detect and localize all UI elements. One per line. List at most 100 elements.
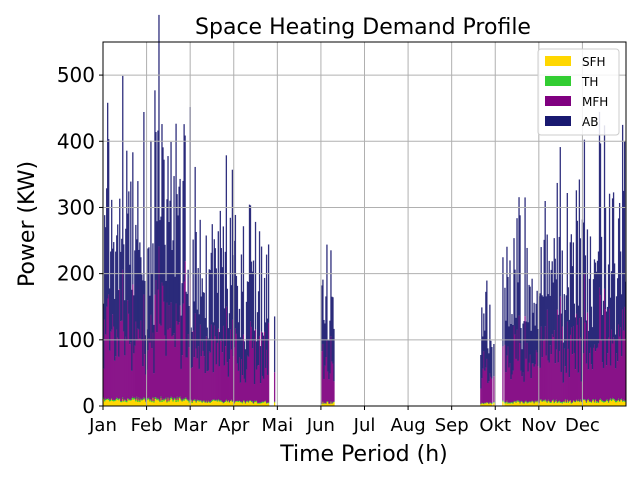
area-segment — [187, 269, 189, 335]
area-segment — [197, 268, 199, 347]
series-mfh-area — [103, 246, 627, 404]
area-segment — [170, 302, 172, 397]
area-segment — [183, 281, 185, 400]
area-segment — [166, 402, 168, 406]
area-segment — [109, 401, 111, 406]
area-segment — [482, 368, 484, 404]
area-segment — [622, 330, 625, 400]
area-segment — [259, 403, 262, 406]
area-segment — [544, 201, 546, 327]
area-segment — [103, 398, 105, 406]
area-segment — [552, 282, 554, 338]
area-segment — [607, 264, 610, 338]
area-segment — [246, 355, 249, 401]
area-segment — [579, 337, 582, 400]
area-segment — [556, 182, 558, 310]
area-segment — [598, 111, 601, 288]
area-segment — [145, 374, 147, 402]
area-segment — [106, 399, 108, 406]
area-segment — [235, 401, 238, 406]
area-segment — [514, 334, 516, 402]
area-segment — [190, 367, 192, 400]
area-segment — [518, 315, 520, 401]
area-segment — [208, 402, 210, 406]
area-segment — [489, 402, 491, 403]
area-segment — [507, 346, 509, 403]
area-segment — [493, 402, 495, 403]
area-segment — [543, 401, 545, 406]
area-segment — [594, 400, 597, 406]
area-segment — [138, 329, 140, 398]
area-segment — [108, 139, 110, 295]
area-segment — [128, 400, 130, 406]
area-segment — [559, 147, 561, 297]
area-segment — [558, 351, 560, 401]
area-segment — [123, 331, 125, 401]
area-segment — [170, 398, 172, 406]
area-segment — [563, 348, 565, 402]
area-segment — [129, 400, 131, 406]
area-segment — [590, 364, 593, 402]
area-segment — [238, 308, 241, 358]
area-segment — [107, 398, 109, 400]
area-segment — [266, 374, 269, 403]
area-segment — [529, 402, 531, 406]
area-segment — [549, 295, 551, 346]
area-segment — [225, 155, 228, 307]
area-segment — [121, 238, 123, 321]
area-segment — [519, 343, 521, 403]
area-segment — [187, 399, 189, 401]
area-segment — [245, 401, 248, 406]
area-segment — [586, 400, 589, 406]
area-segment — [211, 401, 213, 406]
area-segment — [324, 365, 326, 403]
x-tick-label: Dec — [565, 415, 600, 436]
area-segment — [557, 362, 559, 402]
area-segment — [575, 400, 578, 406]
area-segment — [172, 335, 174, 400]
area-segment — [611, 198, 614, 344]
area-segment — [231, 401, 234, 403]
area-segment — [332, 402, 334, 406]
area-segment — [509, 260, 511, 363]
area-segment — [235, 333, 238, 401]
area-segment — [119, 198, 121, 289]
y-tick-label: 300 — [57, 195, 95, 219]
area-segment — [191, 331, 193, 368]
area-segment — [571, 403, 573, 406]
area-segment — [597, 402, 600, 404]
area-segment — [482, 403, 484, 404]
area-segment — [104, 401, 106, 406]
area-segment — [209, 352, 211, 402]
area-segment — [522, 403, 524, 406]
area-segment — [522, 402, 524, 404]
area-segment — [604, 401, 607, 402]
area-segment — [263, 331, 266, 402]
area-segment — [526, 402, 528, 404]
area-segment — [180, 315, 182, 369]
area-segment — [620, 399, 623, 406]
area-segment — [154, 90, 156, 295]
area-segment — [594, 262, 597, 352]
area-segment — [211, 339, 213, 400]
area-segment — [264, 322, 267, 368]
area-segment — [245, 369, 248, 402]
area-segment — [230, 400, 233, 406]
area-segment — [192, 400, 194, 406]
area-segment — [620, 294, 623, 357]
area-segment — [560, 313, 562, 372]
area-segment — [535, 303, 537, 350]
area-segment — [142, 398, 144, 401]
area-segment — [553, 330, 555, 402]
area-segment — [609, 399, 612, 406]
area-segment — [530, 378, 532, 402]
area-segment — [196, 399, 198, 401]
area-segment — [523, 403, 525, 406]
area-segment — [327, 371, 329, 402]
area-segment — [552, 399, 554, 401]
area-segment — [156, 398, 158, 401]
area-segment — [170, 141, 172, 303]
x-tick-label: Aug — [391, 415, 426, 436]
area-segment — [220, 400, 222, 402]
area-segment — [258, 335, 261, 403]
